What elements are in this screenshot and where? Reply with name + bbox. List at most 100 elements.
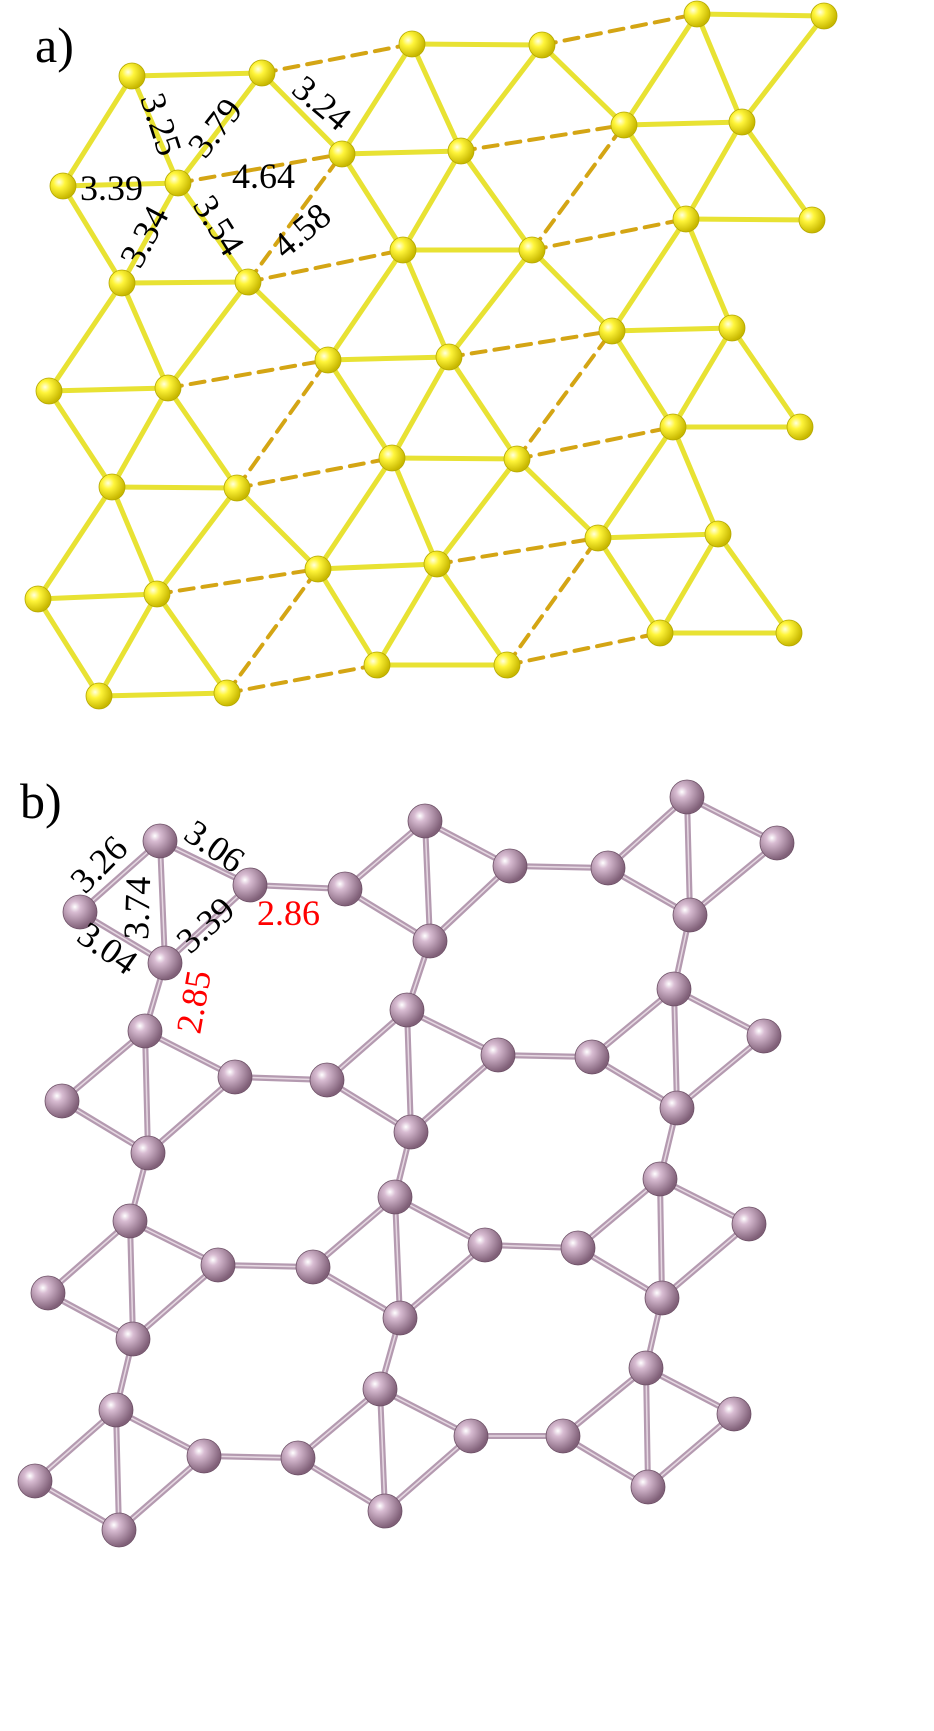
purple-atom bbox=[492, 848, 528, 884]
bond-highlight bbox=[118, 1455, 205, 1531]
yellow-atom bbox=[234, 268, 262, 296]
bond-highlight bbox=[129, 1220, 134, 1340]
solid-bond bbox=[609, 328, 676, 430]
yellow-atom bbox=[728, 108, 756, 136]
distance-label: 3.24 bbox=[285, 67, 359, 138]
dashed-bond bbox=[515, 329, 614, 461]
yellow-atom bbox=[718, 314, 746, 342]
panel-b-atoms bbox=[17, 779, 795, 1548]
panel-b-purple-network: b) 3.26 3.06 3.74 3.39 3.04 2.86 2.85 bbox=[17, 773, 795, 1548]
distance-label: 4.64 bbox=[232, 156, 295, 196]
solid-bond bbox=[434, 561, 510, 668]
bond-highlight bbox=[645, 1367, 649, 1488]
yellow-atom bbox=[108, 269, 136, 297]
dashed-bond bbox=[225, 567, 320, 695]
bond-highlight bbox=[147, 1076, 236, 1154]
solid-bond bbox=[60, 180, 181, 189]
solid-bond bbox=[175, 70, 265, 186]
purple-atom bbox=[716, 1396, 752, 1432]
purple-atom bbox=[467, 1227, 503, 1263]
solid-bond bbox=[739, 119, 815, 223]
purple-atom bbox=[327, 871, 363, 907]
dashed-bond bbox=[530, 217, 688, 252]
bond-highlight bbox=[34, 1409, 117, 1482]
dashed-bond bbox=[235, 456, 394, 490]
dashed-bond bbox=[176, 152, 344, 185]
purple-atom bbox=[101, 1512, 137, 1548]
purple-atom bbox=[200, 1247, 236, 1283]
bond-highlight bbox=[399, 1244, 486, 1319]
bond-highlight bbox=[410, 1054, 499, 1133]
solid-bond bbox=[325, 247, 406, 363]
solid-bond bbox=[109, 484, 160, 597]
solid-bond bbox=[374, 561, 440, 668]
yellow-atom bbox=[584, 524, 612, 552]
purple-atom bbox=[412, 923, 448, 959]
yellow-atom bbox=[223, 474, 251, 502]
purple-atom bbox=[186, 1438, 222, 1474]
solid-bond bbox=[119, 180, 181, 286]
panel-a-label: a) bbox=[35, 17, 74, 73]
distance-label-highlight: 2.86 bbox=[257, 893, 320, 933]
purple-atom bbox=[407, 803, 443, 839]
solid-bond bbox=[715, 531, 792, 636]
yellow-atom bbox=[435, 343, 463, 371]
panel-b-distance-labels: 3.26 3.06 3.74 3.39 3.04 2.86 2.85 bbox=[62, 812, 320, 1037]
dashed-bond bbox=[260, 42, 414, 75]
bond-highlight bbox=[47, 1220, 131, 1294]
solid-bond bbox=[165, 385, 240, 491]
panel-a-solid-bonds bbox=[35, 11, 827, 699]
solid-bond bbox=[175, 180, 251, 285]
bond-highlight bbox=[562, 1367, 647, 1437]
bond-highlight bbox=[312, 1196, 396, 1268]
yellow-atom bbox=[786, 413, 814, 441]
purple-atom bbox=[377, 1179, 413, 1215]
yellow-atom bbox=[704, 520, 732, 548]
yellow-atom bbox=[775, 619, 803, 647]
bond-highlight bbox=[297, 1388, 381, 1459]
solid-bond bbox=[259, 70, 345, 157]
solid-bond bbox=[434, 456, 520, 567]
yellow-atom bbox=[798, 206, 826, 234]
solid-bond bbox=[694, 11, 827, 19]
bond-highlight bbox=[344, 820, 426, 890]
yellow-atom bbox=[49, 172, 77, 200]
purple-atom bbox=[362, 1371, 398, 1407]
solid-bond bbox=[35, 596, 102, 699]
purple-atom bbox=[112, 1203, 148, 1239]
purple-atom bbox=[656, 971, 692, 1007]
solid-bond bbox=[657, 531, 721, 636]
purple-atom bbox=[746, 1018, 782, 1054]
dashed-bond bbox=[505, 536, 600, 667]
solid-bond bbox=[621, 122, 689, 222]
bond-highlight bbox=[424, 820, 431, 942]
bond-highlight bbox=[661, 1223, 750, 1299]
dashed-bond bbox=[435, 536, 600, 566]
yellow-atom bbox=[518, 236, 546, 264]
solid-bond bbox=[458, 148, 535, 253]
distance-label: 3.74 bbox=[116, 876, 158, 940]
solid-bond bbox=[119, 280, 171, 391]
purple-atom bbox=[560, 1230, 596, 1266]
bond-highlight bbox=[132, 1264, 219, 1340]
solid-bond bbox=[670, 424, 721, 537]
solid-bond bbox=[325, 357, 395, 461]
bond-highlight bbox=[79, 840, 161, 913]
solid-bond bbox=[694, 11, 745, 125]
purple-atom bbox=[630, 1469, 666, 1505]
dashed-bond bbox=[459, 123, 626, 153]
yellow-atom bbox=[154, 374, 182, 402]
solid-bond bbox=[409, 41, 464, 154]
purple-atom bbox=[628, 1350, 664, 1386]
yellow-atom bbox=[363, 651, 391, 679]
distance-label: 4.58 bbox=[264, 195, 338, 266]
solid-bond bbox=[109, 484, 240, 491]
bond-highlight bbox=[115, 1409, 120, 1531]
purple-atom bbox=[217, 1059, 253, 1095]
yellow-atom bbox=[35, 377, 63, 405]
solid-bond bbox=[514, 456, 601, 541]
purple-atom bbox=[232, 867, 268, 903]
purple-atom bbox=[480, 1037, 516, 1073]
panel-b-label: b) bbox=[20, 773, 62, 829]
bond-highlight bbox=[326, 1009, 408, 1081]
